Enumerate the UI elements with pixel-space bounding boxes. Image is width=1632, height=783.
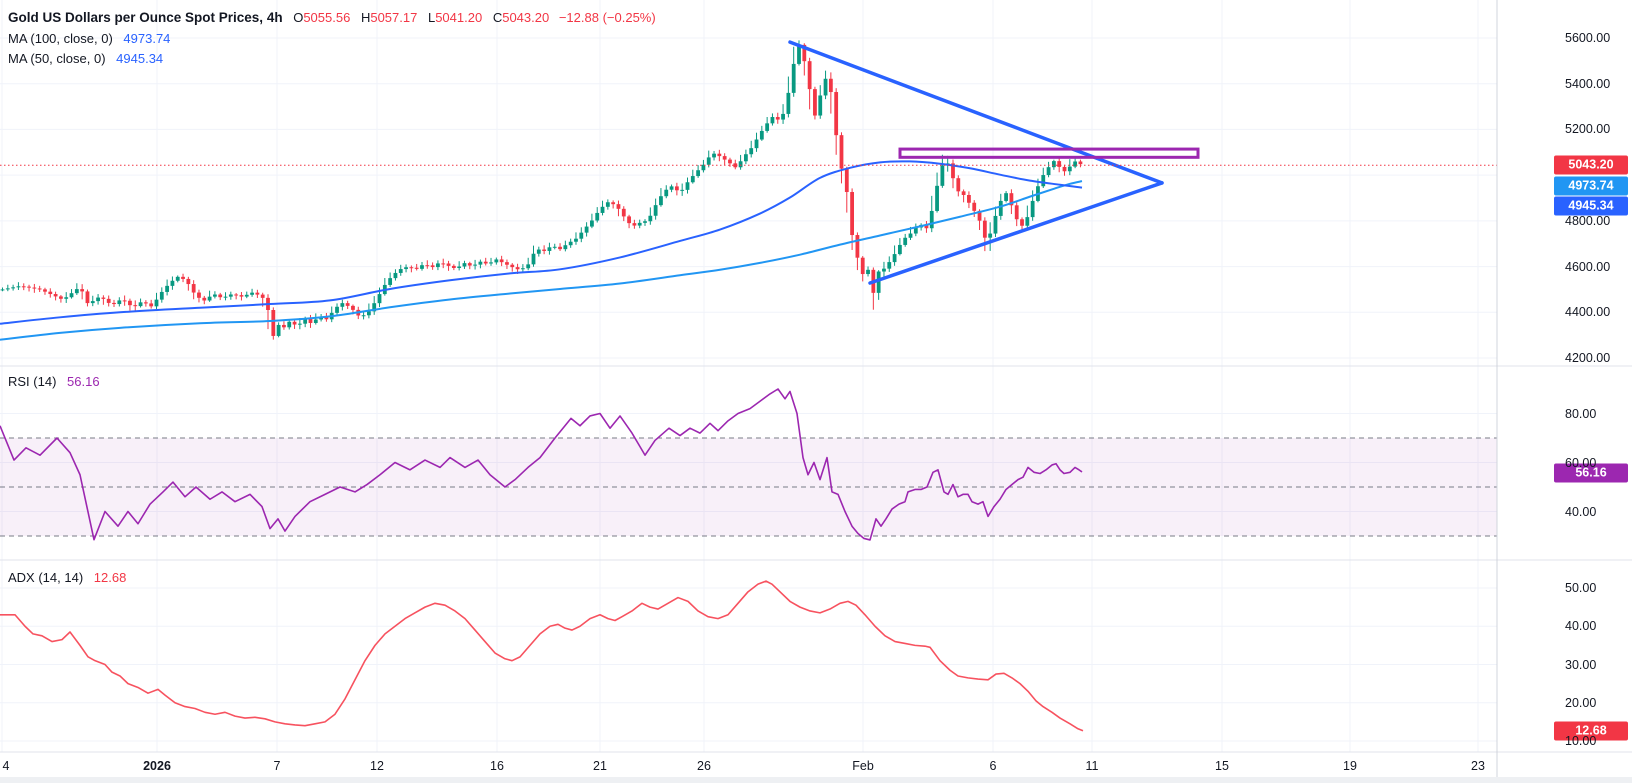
change-value: −12.88 (−0.25%) (558, 10, 656, 25)
adx-legend-row[interactable]: ADX (14, 14) 12.68 (8, 570, 126, 585)
rsi-line[interactable] (0, 388, 1083, 541)
time-tick-label: 11 (1085, 759, 1099, 773)
adx-label: ADX (14, 14) (8, 570, 84, 585)
price-tick-label: 5200.00 (1565, 122, 1611, 137)
ma50-value: 4945.34 (116, 51, 164, 66)
time-tick-label: 4 (2, 759, 10, 773)
gridlines (0, 0, 1497, 752)
time-tick-label: 2026 (143, 759, 171, 773)
main-legend-row[interactable]: Gold US Dollars per Ounce Spot Prices, 4… (8, 10, 656, 25)
adx-tick-label: 10.00 (1565, 734, 1597, 748)
flat-channel-drawing[interactable] (898, 147, 1200, 159)
ma50-price-tag: 4945.34 (1554, 196, 1628, 216)
rsi-tick-label: 80.00 (1565, 406, 1597, 421)
candlestick-series (0, 40, 1083, 340)
ohlc-low-value: 5041.20 (435, 10, 483, 25)
ma50-label: MA (50, close, 0) (8, 51, 106, 66)
ohlc-close-label: C (492, 10, 503, 25)
ohlc-open-label: O (293, 10, 304, 25)
rsi-legend-row[interactable]: RSI (14) 56.16 (8, 374, 100, 389)
symbol-title: Gold US Dollars per Ounce Spot Prices, 4… (8, 10, 283, 25)
time-tick-label: Feb (852, 759, 874, 773)
ohlc-close-value: 5043.20 (502, 10, 550, 25)
ma100-legend-row[interactable]: MA (100, close, 0) 4973.74 (8, 31, 170, 46)
rsi-tick-label: 60.00 (1565, 455, 1597, 470)
time-tick-label: 15 (1215, 759, 1229, 773)
trendline-drawings[interactable] (788, 40, 1164, 285)
ma100-label: MA (100, close, 0) (8, 31, 113, 46)
time-tick-label: 23 (1471, 759, 1485, 773)
time-tick-label: 16 (490, 759, 504, 773)
time-tick-label: 19 (1343, 759, 1357, 773)
rsi-value-tag: 56.16 (1554, 463, 1628, 483)
price-tick-label: 5600.00 (1565, 31, 1611, 45)
ohlc-high-label: H (360, 10, 371, 25)
ma100-value: 4973.74 (123, 31, 171, 46)
price-tick-label: 4400.00 (1565, 305, 1611, 320)
adx-line[interactable] (0, 580, 1084, 732)
price-tick-label: 4800.00 (1565, 213, 1611, 228)
adx-tick-label: 20.00 (1565, 695, 1597, 710)
time-tick-label: 6 (989, 759, 997, 773)
ohlc-low-label: L (427, 10, 436, 25)
last-price-tag: 5043.20 (1554, 155, 1628, 175)
adx-value-tag: 12.68 (1554, 721, 1628, 741)
adx-tick-label: 30.00 (1565, 657, 1597, 672)
adx-value: 12.68 (93, 570, 127, 585)
rsi-tick-label: 40.00 (1565, 504, 1597, 519)
time-tick-label: 21 (593, 759, 607, 773)
price-tick-label: 4600.00 (1565, 259, 1611, 274)
adx-tick-label: 40.00 (1565, 619, 1597, 634)
adx-tick-label: 50.00 (1565, 581, 1597, 595)
ma100-line[interactable] (0, 180, 1083, 341)
ma50-legend-row[interactable]: MA (50, close, 0) 4945.34 (8, 51, 163, 66)
rsi-value: 56.16 (67, 374, 100, 389)
time-tick-label: 7 (273, 759, 281, 773)
price-tick-label: 4200.00 (1565, 351, 1611, 365)
bottom-strip (0, 777, 1632, 783)
time-tick-label: 12 (370, 759, 384, 773)
price-tick-label: 5400.00 (1565, 76, 1611, 91)
rsi-label: RSI (14) (8, 374, 57, 389)
ohlc-open-value: 5055.56 (303, 10, 351, 25)
ohlc-high-value: 5057.17 (370, 10, 418, 25)
ma50-line[interactable] (0, 160, 1083, 325)
ma100-price-tag: 4973.74 (1554, 176, 1628, 196)
time-tick-label: 26 (697, 759, 711, 773)
